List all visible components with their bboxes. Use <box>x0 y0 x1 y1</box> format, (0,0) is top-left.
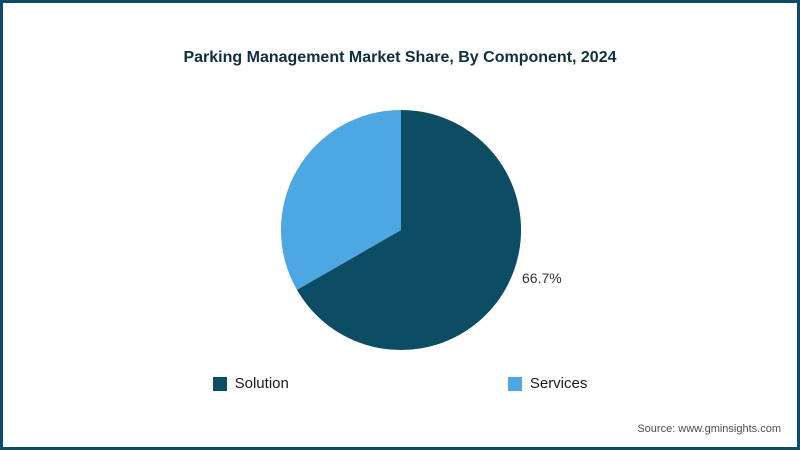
legend-item-services: Services <box>507 375 588 392</box>
legend-swatch-solution <box>212 376 227 391</box>
legend-swatch-services <box>507 376 522 391</box>
legend-label-solution: Solution <box>234 375 289 392</box>
pie-slice-services <box>280 109 401 290</box>
legend-item-solution: Solution <box>212 375 289 392</box>
pie-chart <box>278 107 524 353</box>
source-attribution: Source: www.gminsights.com <box>637 423 781 435</box>
chart-title: Parking Management Market Share, By Comp… <box>183 49 617 66</box>
legend: Solution Services <box>3 375 797 392</box>
legend-label-services: Services <box>529 375 588 392</box>
pie-svg <box>280 109 522 351</box>
pie-slice-solution <box>296 109 522 351</box>
pie-value-label: 66.7% <box>522 270 562 286</box>
